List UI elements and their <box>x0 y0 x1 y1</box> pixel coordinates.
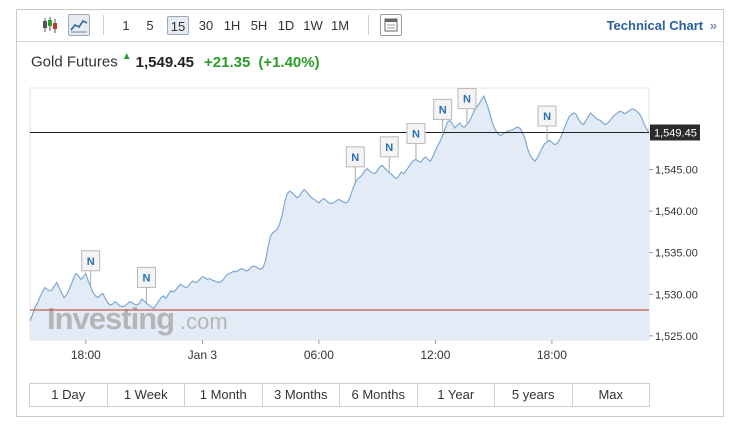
news-marker[interactable] <box>537 105 557 127</box>
price-series-line <box>29 95 650 322</box>
range-selector: 1 Day 1 Week 1 Month 3 Months 6 Months 1 Year… <box>29 383 650 407</box>
timeframe-1h-button[interactable]: 1H <box>223 18 241 33</box>
window-icon[interactable] <box>380 14 402 36</box>
quote-header: Gold Futures ▲ 1,549.45 +21.35 (+1.40%) <box>31 50 328 73</box>
candlestick-icon[interactable] <box>39 14 61 36</box>
news-marker[interactable] <box>379 136 399 158</box>
y-tick-label: 1,540.00 <box>655 206 698 218</box>
last-price: 1,549.45 <box>135 53 195 71</box>
news-marker-label[interactable]: N <box>385 142 393 154</box>
range-1-month-button[interactable]: 1 Month <box>185 384 263 406</box>
news-marker-label[interactable]: N <box>463 94 471 106</box>
news-marker-label[interactable]: N <box>412 129 420 141</box>
double-chevron-right-icon: » <box>709 18 717 33</box>
range-max-button[interactable]: Max <box>598 387 624 402</box>
timeframe-1d-button[interactable]: 1D <box>277 18 295 33</box>
range-5-years-button[interactable]: 5 years <box>495 384 573 406</box>
price-chart-svg[interactable]: Investing .com 1,525.00 1,530.00 1,535.00 1,5… <box>17 76 723 376</box>
news-marker[interactable] <box>457 88 477 110</box>
news-marker-label[interactable]: N <box>87 256 95 268</box>
news-marker-label[interactable]: N <box>351 152 359 164</box>
range-1-day-button[interactable]: 1 Day <box>30 384 108 406</box>
timeframe-15-button[interactable]: 15 <box>167 16 189 35</box>
investing-logo-watermark: Investing <box>47 301 174 336</box>
range-1-year-button[interactable]: 1 Year <box>418 384 495 406</box>
range-1-week-button[interactable]: 1 Week <box>108 384 185 406</box>
news-marker[interactable] <box>433 98 453 120</box>
y-tick-label: 1,525.00 <box>655 331 698 343</box>
investing-logo-suffix: .com <box>180 309 228 334</box>
current-price-badge <box>650 124 700 141</box>
range-3-months-button[interactable]: 3 Months <box>263 384 340 406</box>
technical-chart-label[interactable]: Technical Chart <box>606 18 704 33</box>
range-6-months-button[interactable]: 6 Months <box>340 384 418 406</box>
price-change-percent: (+1.40%) <box>258 53 320 71</box>
timeframe-1w-button[interactable]: 1W <box>303 18 323 33</box>
chart-toolbar: 1 5 15 30 1H 5H 1D 1W 1M Technical Chart » <box>17 10 723 42</box>
toolbar-divider <box>368 15 369 35</box>
x-tick-label: 18:00 <box>537 348 567 362</box>
y-tick-label: 1,535.00 <box>655 248 698 260</box>
x-tick-label: 12:00 <box>420 348 450 362</box>
x-tick-label: 06:00 <box>304 348 334 362</box>
news-marker[interactable] <box>345 146 365 168</box>
news-marker[interactable] <box>81 250 101 272</box>
timeframe-30-button[interactable]: 30 <box>198 18 214 33</box>
news-marker-label[interactable]: N <box>543 111 551 123</box>
timeframe-5h-button[interactable]: 5H <box>250 18 268 33</box>
price-chart[interactable]: Investing .com 1,525.00 1,530.00 1,535.00 1,5… <box>17 76 723 381</box>
news-marker-label[interactable]: N <box>143 272 151 284</box>
current-price-label: 1,549.45 <box>654 127 697 139</box>
price-area-fill <box>30 96 649 340</box>
y-tick-label: 1,545.00 <box>655 165 698 177</box>
timeframe-1-button[interactable]: 1 <box>122 18 130 33</box>
technical-chart-link[interactable]: Technical Chart » <box>607 18 717 33</box>
timeframe-5-button[interactable]: 5 <box>146 18 154 33</box>
up-arrow-icon: ▲ <box>121 50 132 62</box>
news-marker-label[interactable]: N <box>439 104 447 116</box>
price-change: +21.35 <box>204 53 251 71</box>
chart-widget: 1 5 15 30 1H 5H 1D 1W 1M Technical Chart » Gold … <box>16 9 724 417</box>
x-tick-label: Jan 3 <box>188 348 218 362</box>
instrument-name: Gold Futures <box>31 53 118 71</box>
timeframe-1m-button[interactable]: 1M <box>330 18 350 33</box>
toolbar-divider <box>103 15 104 35</box>
area-chart-icon[interactable] <box>68 14 90 36</box>
news-marker[interactable] <box>406 123 426 145</box>
x-tick-label: 18:00 <box>71 348 101 362</box>
news-marker[interactable] <box>137 266 157 288</box>
y-tick-label: 1,530.00 <box>655 289 698 301</box>
